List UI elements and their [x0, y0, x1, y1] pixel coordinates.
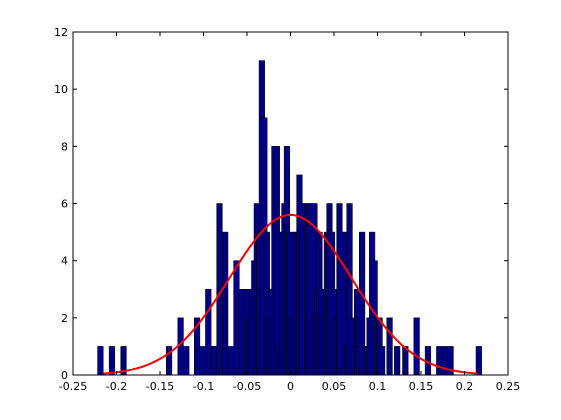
- x-tick-label: -0.15: [146, 380, 174, 393]
- histogram-bar: [394, 346, 401, 376]
- histogram-bar: [233, 260, 240, 376]
- x-tick-label: 0.25: [496, 380, 521, 393]
- fit-curve: [103, 213, 478, 375]
- histogram-bar: [475, 346, 482, 376]
- y-axis-ticks: 0 2 4 6 8 10 12: [54, 26, 508, 382]
- histogram-bar: [436, 346, 443, 376]
- y-tick-label: 10: [54, 83, 68, 96]
- y-tick-label: 8: [61, 140, 68, 153]
- x-tick-label: 0.15: [409, 380, 434, 393]
- histogram-bar: [386, 317, 393, 376]
- x-tick-label: -0.1: [193, 380, 214, 393]
- histogram-bar: [205, 289, 212, 376]
- y-tick-label: 12: [54, 26, 68, 39]
- x-tick-label: -0.25: [59, 380, 87, 393]
- x-axis-ticks: -0.25 -0.2 -0.15 -0.1 -0.05 0 0.05 0.1 0.15 0.2 0.…: [59, 32, 520, 393]
- y-tick-label: 6: [61, 198, 68, 211]
- y-tick-label: 0: [61, 369, 68, 382]
- x-tick-label: 0.05: [322, 380, 347, 393]
- x-tick-label: 0.1: [369, 380, 387, 393]
- histogram-bar: [97, 346, 104, 376]
- histogram-bar: [441, 346, 449, 376]
- histogram-bar: [183, 346, 190, 376]
- histogram-bar: [210, 346, 218, 376]
- y-tick-label: 2: [61, 312, 68, 325]
- x-tick-label: 0: [287, 380, 294, 393]
- x-tick-label: 0.2: [456, 380, 474, 393]
- histogram-bar: [222, 231, 229, 376]
- y-tick-label: 4: [61, 255, 68, 268]
- histogram-bar: [199, 346, 206, 376]
- histogram-bar: [413, 317, 420, 376]
- x-tick-label: -0.05: [233, 380, 261, 393]
- x-tick-label: -0.2: [106, 380, 127, 393]
- histogram-bar: [108, 346, 116, 376]
- histogram-bar: [227, 346, 234, 376]
- histogram-bar: [379, 346, 386, 376]
